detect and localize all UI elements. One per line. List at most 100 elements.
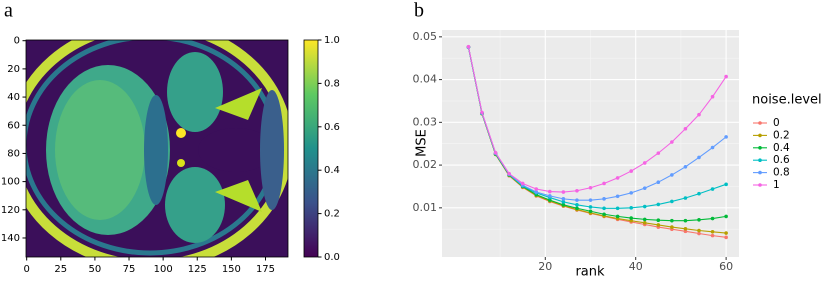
legend-key <box>758 170 762 175</box>
point <box>724 235 728 240</box>
series-line <box>467 46 727 193</box>
point <box>615 206 620 211</box>
point <box>642 204 647 209</box>
point <box>710 229 715 234</box>
point <box>656 202 661 207</box>
point <box>534 187 539 191</box>
point <box>602 206 606 211</box>
point <box>656 223 661 227</box>
point <box>710 216 715 221</box>
point <box>683 164 688 169</box>
point <box>561 200 566 204</box>
point <box>588 185 593 190</box>
point <box>670 173 674 177</box>
point <box>534 190 539 194</box>
legend-label: 0.6 <box>773 154 790 166</box>
x-tick-label: 75 <box>123 264 136 275</box>
x-tick-label: 175 <box>256 264 275 275</box>
y-tick-label: 0 <box>14 36 20 47</box>
point <box>561 190 566 194</box>
point <box>656 218 661 223</box>
point <box>466 44 471 49</box>
point <box>683 196 688 200</box>
point <box>548 198 552 202</box>
point <box>615 194 620 199</box>
point <box>493 150 498 155</box>
point <box>656 180 661 184</box>
legend-key <box>758 121 762 125</box>
y-tick-label: 40 <box>7 92 20 103</box>
legend-key <box>758 158 762 162</box>
point <box>710 145 715 150</box>
point <box>615 176 620 180</box>
point <box>588 198 593 202</box>
point <box>642 186 647 190</box>
point <box>683 229 688 234</box>
point <box>548 189 552 194</box>
legend-title: noise.level <box>752 93 822 108</box>
point <box>507 171 511 176</box>
y-tick-label: 140 <box>1 233 20 244</box>
point <box>575 198 579 202</box>
legend-label: 0.8 <box>773 167 790 179</box>
colorbar-tick-label: 1.0 <box>324 35 340 46</box>
point <box>697 218 701 222</box>
x-tick-label: 20 <box>538 260 552 273</box>
y-tick-label: 0.04 <box>413 73 438 86</box>
point <box>724 214 728 219</box>
colorbar-tick-label: 0.2 <box>324 209 340 220</box>
point <box>629 206 633 210</box>
legend-key <box>758 183 762 187</box>
point <box>670 199 674 204</box>
point <box>548 194 552 198</box>
legend-label: 0 <box>773 117 780 129</box>
point <box>724 74 728 79</box>
point <box>642 161 647 165</box>
y-tick-label: 120 <box>1 205 20 216</box>
y-axis-title: MSE <box>415 129 430 157</box>
legend-label: 0.2 <box>773 129 790 141</box>
point <box>602 197 606 201</box>
legend-key <box>758 146 762 150</box>
point <box>602 181 606 186</box>
point <box>683 218 688 223</box>
x-tick-label: 100 <box>154 264 173 275</box>
point <box>575 203 579 207</box>
point <box>697 231 701 236</box>
colorbar <box>303 39 319 258</box>
point <box>588 209 593 214</box>
y-tick-label: 60 <box>7 120 20 131</box>
point <box>615 214 620 219</box>
image-frame <box>25 39 289 258</box>
point <box>724 182 728 187</box>
point <box>670 225 674 229</box>
colorbar-tick-label: 0.8 <box>324 78 340 89</box>
y-tick-label: 0.01 <box>413 201 438 214</box>
y-tick-label: 20 <box>7 64 20 75</box>
point <box>561 197 566 201</box>
point <box>480 110 484 115</box>
point <box>724 231 728 235</box>
point <box>602 212 606 217</box>
panel-label: b <box>414 0 424 22</box>
point <box>629 191 633 195</box>
point <box>683 126 688 131</box>
y-tick-label: 0.02 <box>413 158 438 171</box>
point <box>697 155 701 160</box>
legend-label: 0.4 <box>773 142 790 154</box>
x-tick-label: 125 <box>188 264 207 275</box>
y-tick-label: 0.05 <box>413 30 438 43</box>
y-tick-label: 0.03 <box>413 115 438 128</box>
legend-key <box>758 133 762 138</box>
point <box>588 205 593 209</box>
point <box>697 112 701 117</box>
point <box>575 206 579 211</box>
x-tick-label: 150 <box>222 264 241 275</box>
colorbar-tick-label: 0.4 <box>324 165 340 176</box>
point <box>575 188 579 193</box>
legend-label: 1 <box>773 179 780 191</box>
point <box>642 221 647 225</box>
point <box>561 203 566 207</box>
colorbar-tick-label: 0.6 <box>324 122 340 133</box>
x-tick-label: 25 <box>54 264 67 275</box>
